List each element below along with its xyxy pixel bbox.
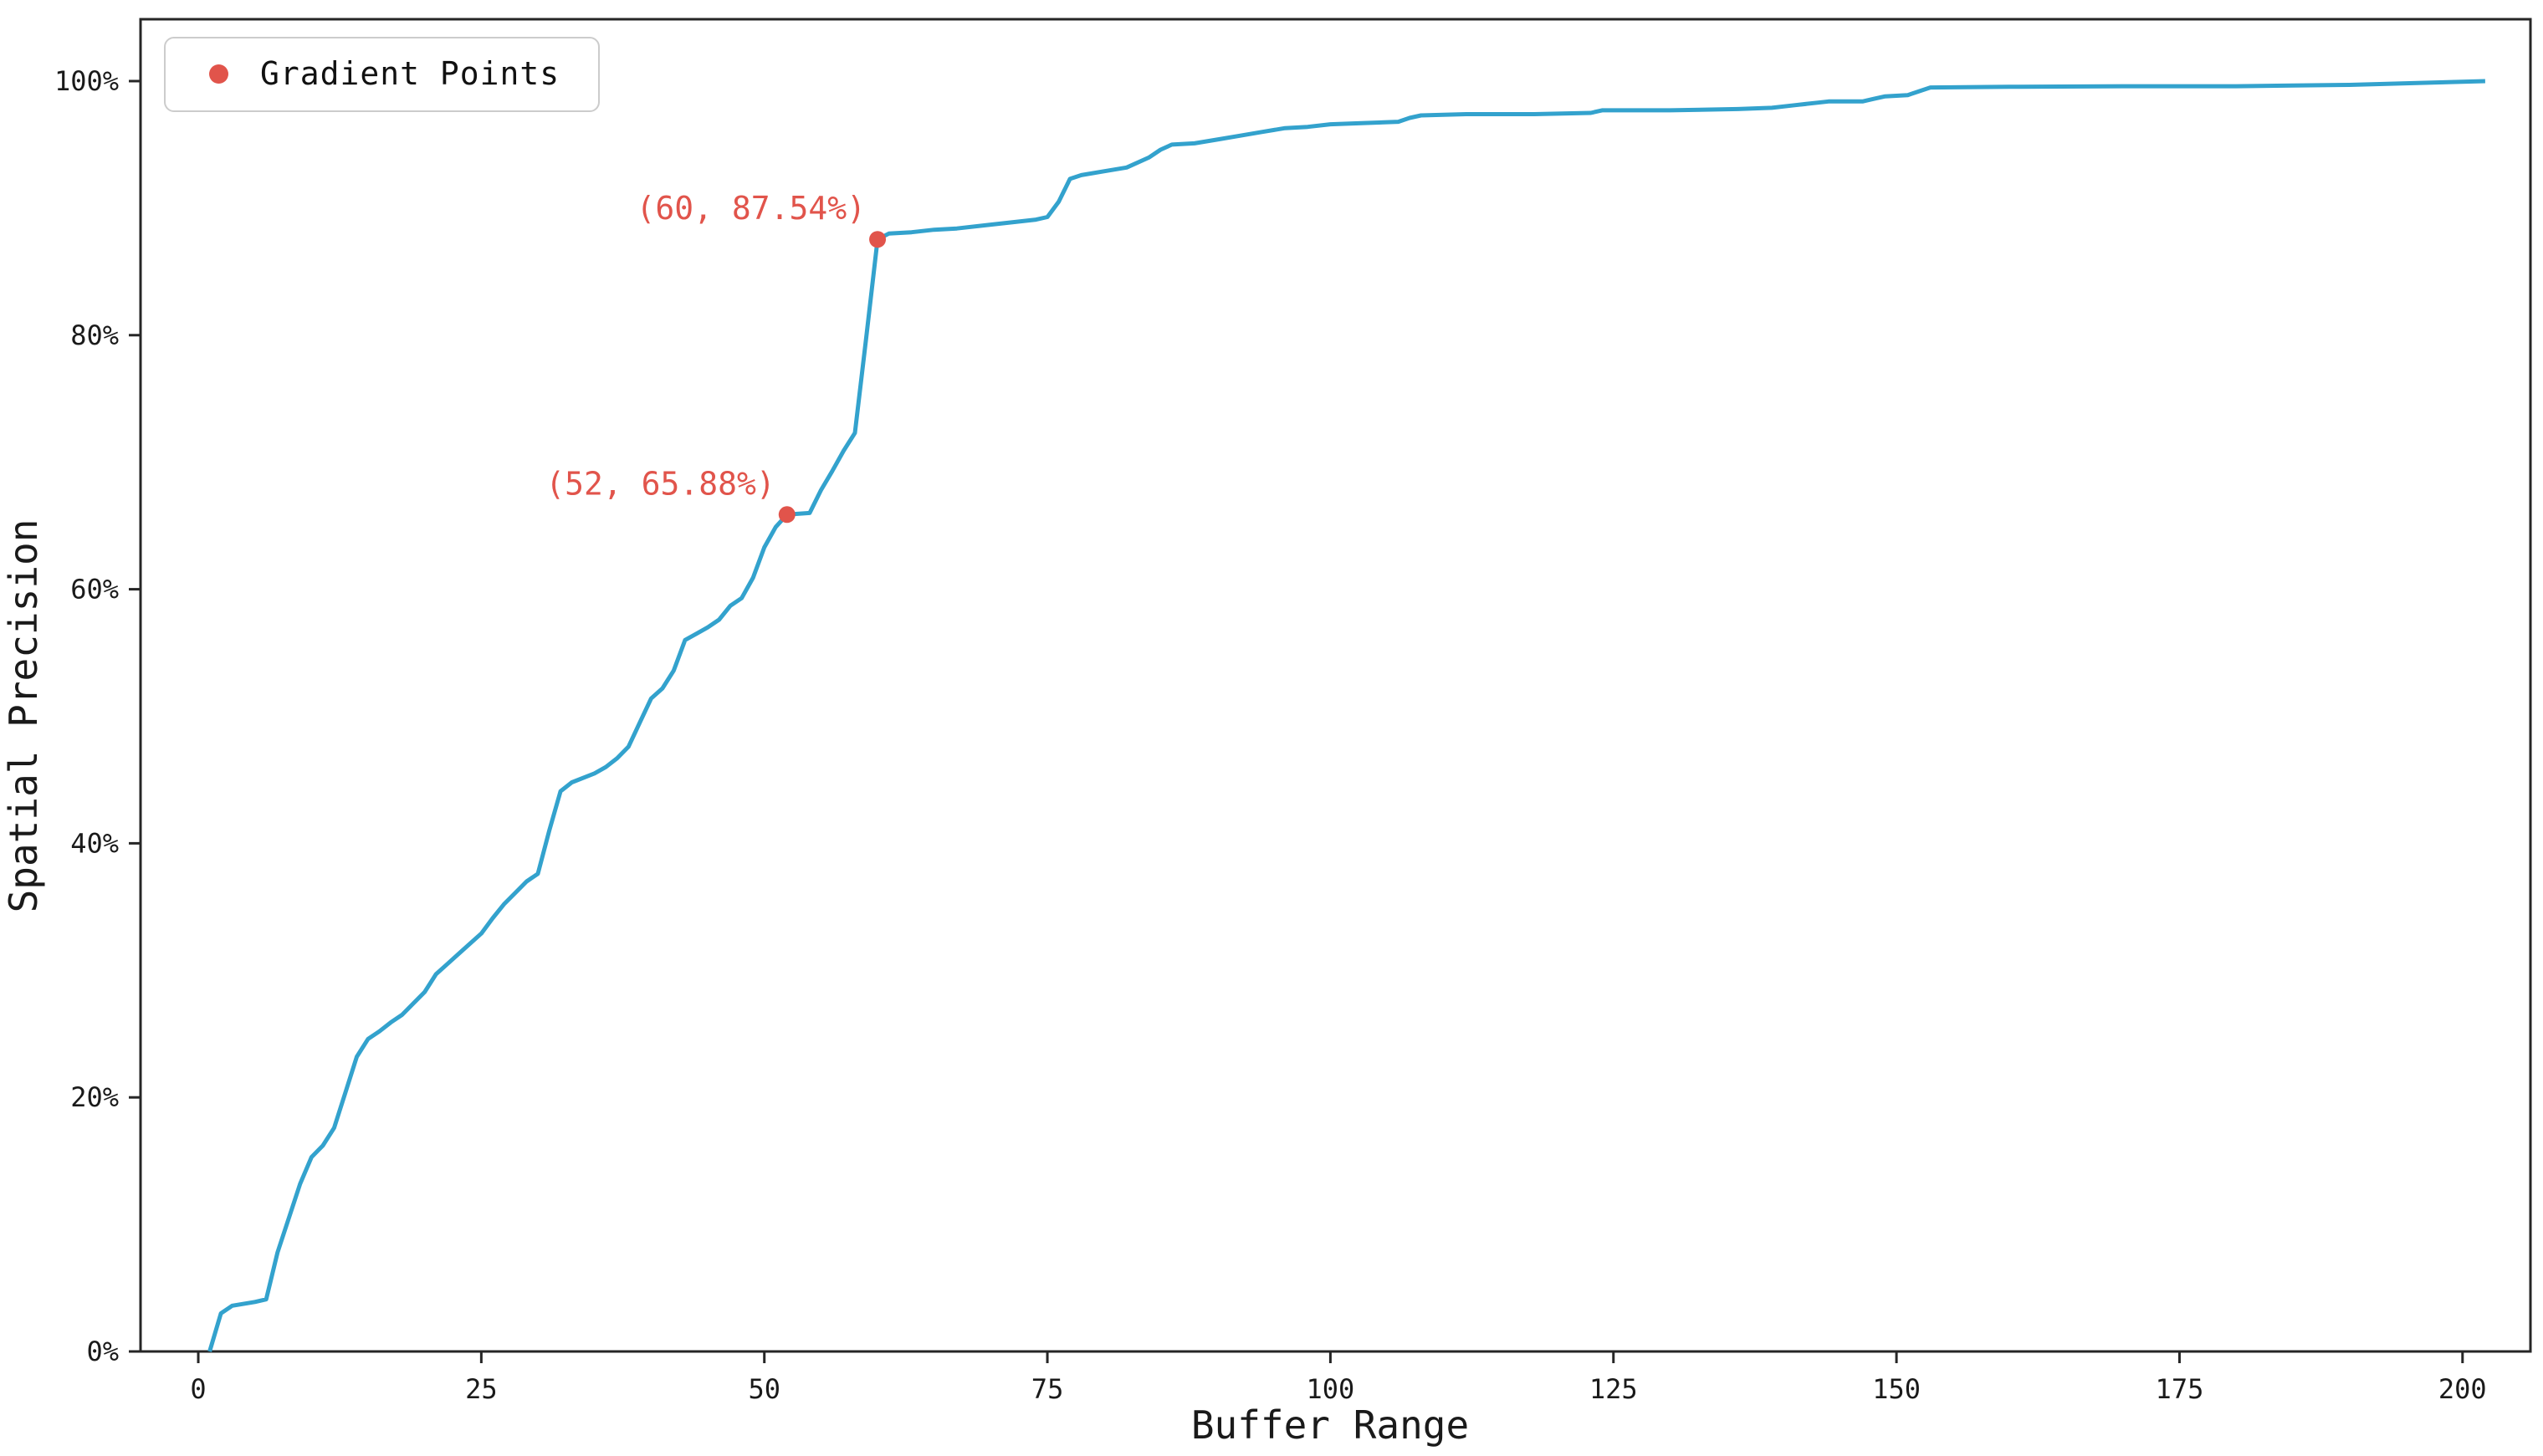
x-tick-label: 50 bbox=[748, 1373, 780, 1405]
y-axis-ticks: 0% 20% 40% 60% 80% 100% bbox=[54, 65, 141, 1367]
y-tick-label: 60% bbox=[70, 574, 119, 605]
gradient-point-dot-icon bbox=[869, 231, 887, 248]
gradient-point-dot-icon bbox=[778, 506, 796, 524]
y-tick-label: 0% bbox=[86, 1336, 119, 1367]
y-tick-label: 40% bbox=[70, 827, 119, 859]
legend-entry-label: Gradient Points bbox=[260, 55, 560, 92]
x-tick-label: 125 bbox=[1589, 1373, 1638, 1405]
gradient-point-annotations: (52, 65.88%) (60, 87.54%) bbox=[545, 190, 866, 502]
gradient-point-annotation: (52, 65.88%) bbox=[545, 465, 775, 502]
y-axis-label: Spatial Precision bbox=[1, 519, 46, 913]
y-tick-label: 20% bbox=[70, 1081, 119, 1113]
legend-marker-dot-icon bbox=[209, 64, 228, 84]
y-tick-label: 100% bbox=[54, 65, 119, 97]
x-tick-label: 25 bbox=[465, 1373, 498, 1405]
x-tick-label: 150 bbox=[1872, 1373, 1921, 1405]
x-tick-label: 100 bbox=[1307, 1373, 1355, 1405]
x-axis-label: Buffer Range bbox=[1191, 1402, 1469, 1448]
x-axis-ticks: 0 25 50 75 100 125 150 175 200 bbox=[190, 1351, 2487, 1405]
y-tick-label: 80% bbox=[70, 319, 119, 351]
plot-frame bbox=[139, 18, 2532, 1353]
x-tick-label: 75 bbox=[1031, 1373, 1064, 1405]
x-tick-label: 0 bbox=[190, 1373, 206, 1405]
gradient-point-markers bbox=[778, 231, 887, 524]
x-tick-label: 175 bbox=[2156, 1373, 2204, 1405]
precision-curve-line bbox=[207, 79, 2485, 1352]
x-tick-label: 200 bbox=[2438, 1373, 2487, 1405]
gradient-point-annotation: (60, 87.54%) bbox=[637, 190, 867, 227]
legend: Gradient Points bbox=[164, 37, 601, 112]
